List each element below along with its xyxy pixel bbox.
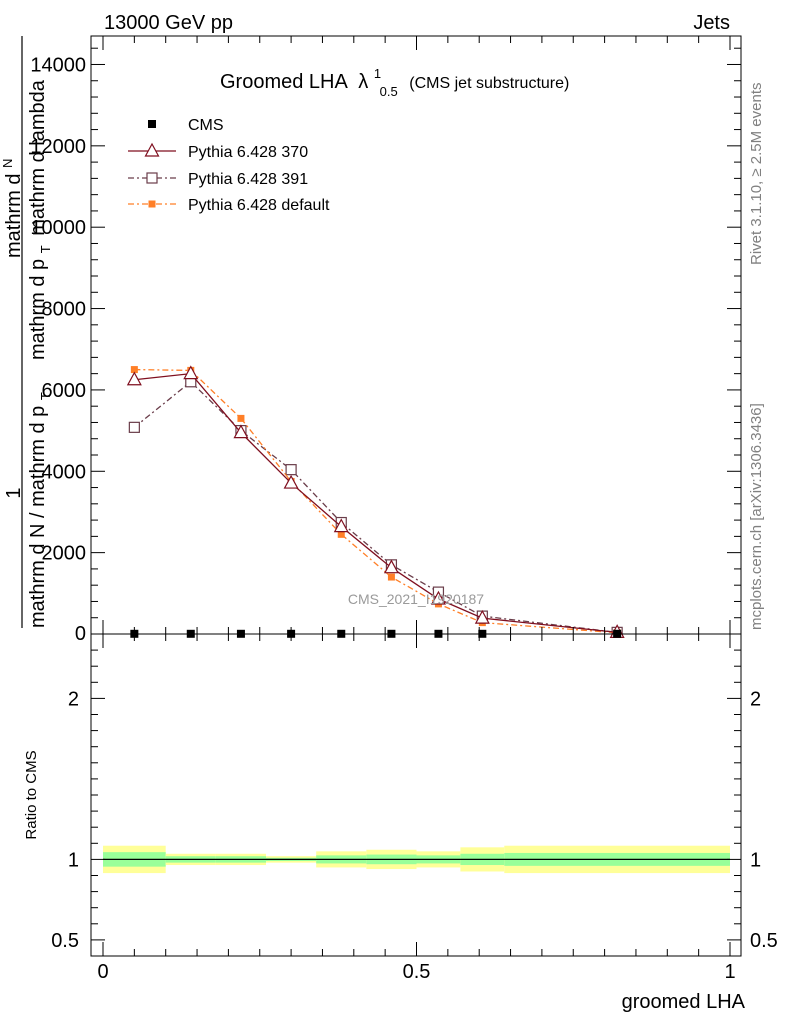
main-plot-panel: 2000 4000 6000 8000 10000 12000 14000 0 CMS_202… [0,35,742,645]
x-tick-label: 0.5 [403,961,431,983]
tune370-point [126,371,142,386]
mcplots-note: mcplots.cern.ch [arXiv:1306.3436] [748,403,765,630]
tune370-point [474,609,490,624]
ratio-y-tick-label: 2 [68,688,79,710]
y-label-inner-dlambda: mathrm d lambda [27,79,49,235]
main-y-tick-label: 12000 [30,136,86,158]
y-label-denominator: mathrm d N / mathrm d p T [27,392,53,628]
tune391-point [128,421,140,433]
ratio-y-tick-label: 0.5 [51,930,79,952]
main-y-tick-label: 4000 [42,461,87,483]
x-axis-label: groomed LHA [622,991,746,1013]
main-y-tick-label: 10000 [30,217,86,239]
ratio-y-label: Ratio to CMS [23,750,40,839]
y-label-num-d: mathrm d [3,174,25,258]
tune370-point [383,559,399,574]
ratio-plot-panel: 0.5 0.5 1 1 2 2 0 0.5 1 Ratio to CMS groomed LHA [23,36,778,1013]
y-label-inner: mathrm d p T mathrm d lambda [27,79,55,360]
ratio-y-tick-label-right: 1 [750,849,761,871]
legend-label: Pythia 6.428 default [188,197,330,214]
tune370-point [333,518,349,533]
y-label-num-n: N [0,159,15,168]
rivet-version-note: Rivet 3.1.10, ≥ 2.5M events [748,83,765,266]
main-y-tick-label: 8000 [42,299,87,321]
title-suffix: (CMS jet substructure) [409,75,569,92]
default-point [337,530,345,538]
main-y-axis-label: 1 mathrm d N / mathrm d p T mathrm d N m… [0,36,55,628]
plot-title: Groomed LHA λ 1 0.5 (CMS jet substructur… [220,61,569,101]
title-subscript: 0.5 [380,84,398,99]
tune370-point [283,474,299,489]
ratio-axes: 0.5 0.5 1 1 2 2 0 0.5 1 [51,36,778,983]
tune370-point [430,590,446,605]
y-label-dn-dpt-sub: T [38,392,53,400]
energy-label: 13000 GeV pp [104,12,233,34]
main-y-tick-label: 6000 [42,380,87,402]
ratio-y-tick-label-right: 0.5 [750,930,778,952]
ratio-y-tick-label: 1 [68,849,79,871]
ratio-uncertainty-bands [103,845,730,874]
default-point [237,414,245,422]
watermark: CMS_2021_I1920187 [348,591,484,607]
legend-label: Pythia 6.428 370 [188,144,308,161]
ratio-y-tick-label-right: 2 [750,688,761,710]
main-y-tick-label: 14000 [30,54,86,76]
default-point [148,200,156,208]
y-label-numerator: mathrm d N [0,159,25,258]
tune391-point [146,172,158,184]
tune391-point [285,464,297,476]
ratio-plot-frame [90,633,742,957]
x-tick-label: 0 [97,961,108,983]
y-label-fraction-top: 1 [3,487,25,498]
title-main: Groomed LHA [220,71,348,93]
tune370-point [233,424,249,439]
legend-label: CMS [188,117,224,134]
y-label-inner-dpt: mathrm d p [27,259,49,360]
series-line-3 [134,368,618,634]
legend-label: Pythia 6.428 391 [188,171,308,188]
title-superscript: 1 [374,66,381,81]
x-tick-label: 1 [724,961,735,983]
tune370-point [183,365,199,380]
y-label-inner-sub: T [38,245,53,253]
main-y-tick-label: 2000 [42,543,87,565]
tune370-point [144,142,160,157]
legend: CMS Pythia 6.428 370 Pythia 6.428 391 Pythi… [128,117,330,214]
cms-data-point [148,120,156,128]
main-y-tick-label-zero: 0 [75,623,86,645]
default-point [130,366,138,374]
default-point [387,573,395,581]
y-label-dn-dpt: mathrm d N / mathrm d p [27,406,49,628]
main-y-axis: 2000 4000 6000 8000 10000 12000 14000 0 [30,47,741,645]
title-lambda: λ [358,71,368,93]
category-label: Jets [693,12,730,34]
